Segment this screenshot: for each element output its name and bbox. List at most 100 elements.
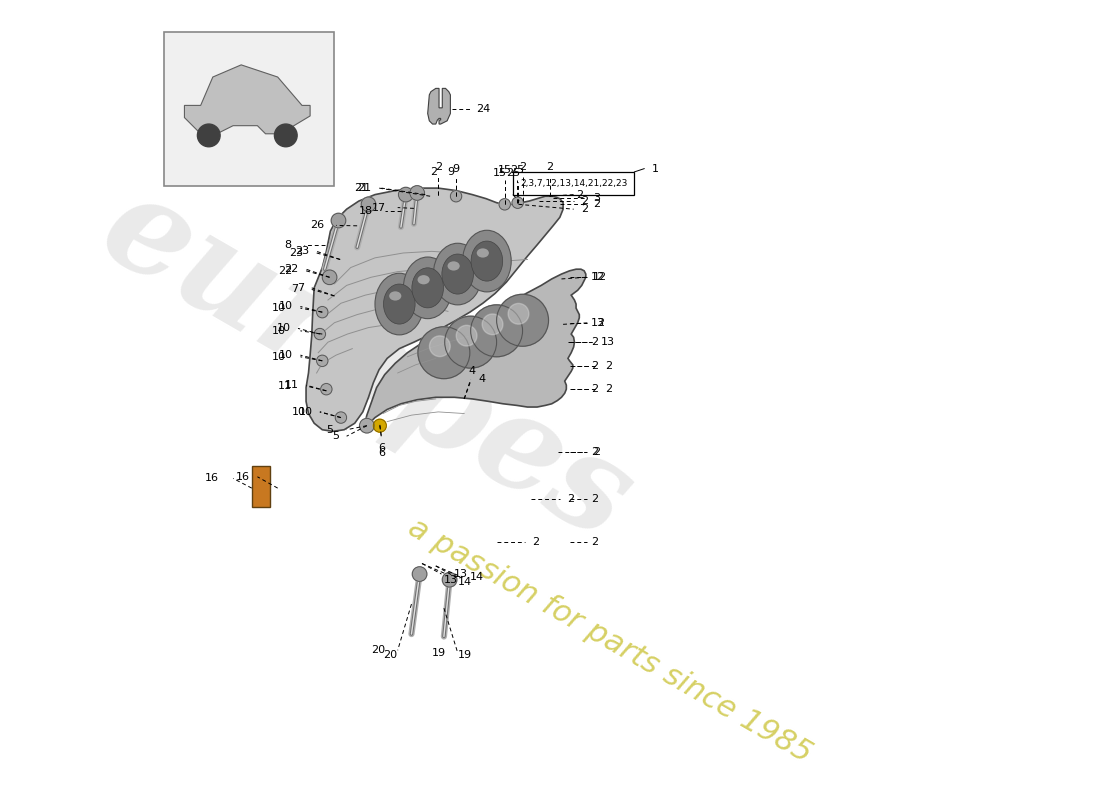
Text: 12: 12: [591, 272, 605, 282]
Text: 14: 14: [458, 577, 472, 587]
Circle shape: [398, 187, 414, 202]
Polygon shape: [365, 269, 586, 426]
Ellipse shape: [476, 248, 488, 258]
Text: 16: 16: [206, 474, 219, 483]
Text: 4: 4: [478, 374, 485, 385]
Text: 26: 26: [310, 221, 323, 230]
Text: 10: 10: [272, 352, 286, 362]
Circle shape: [450, 190, 462, 202]
Text: 1: 1: [652, 164, 659, 174]
Ellipse shape: [448, 262, 460, 270]
Bar: [513, 172, 635, 194]
Text: 21: 21: [354, 183, 368, 193]
Circle shape: [512, 197, 524, 208]
Text: 11: 11: [278, 381, 293, 391]
Circle shape: [361, 197, 376, 212]
Text: 2: 2: [597, 318, 604, 328]
Text: 14: 14: [470, 572, 484, 582]
Text: 20: 20: [372, 646, 385, 655]
Circle shape: [360, 418, 374, 433]
Text: 10: 10: [293, 407, 306, 417]
Bar: [252, 466, 270, 506]
Text: 21: 21: [358, 183, 372, 193]
Ellipse shape: [389, 291, 402, 301]
Text: 2: 2: [519, 162, 526, 172]
Text: 2: 2: [532, 537, 539, 546]
Ellipse shape: [463, 230, 512, 292]
Circle shape: [499, 198, 510, 210]
Circle shape: [482, 314, 503, 334]
Circle shape: [321, 383, 332, 395]
Text: 2: 2: [591, 362, 597, 371]
Polygon shape: [306, 188, 563, 431]
Polygon shape: [428, 88, 450, 124]
Text: 5: 5: [332, 431, 339, 442]
Text: 19: 19: [431, 648, 446, 658]
Text: 25: 25: [506, 168, 520, 178]
Polygon shape: [185, 65, 310, 134]
Circle shape: [317, 306, 328, 318]
Circle shape: [331, 214, 345, 228]
Text: 6: 6: [378, 447, 385, 458]
Text: 15: 15: [497, 166, 512, 175]
Text: 4: 4: [469, 366, 476, 376]
Text: 23: 23: [295, 246, 309, 256]
Text: 11: 11: [285, 380, 299, 390]
Text: 2: 2: [591, 384, 597, 394]
Ellipse shape: [411, 268, 443, 308]
Text: 3: 3: [593, 193, 601, 203]
Text: 2: 2: [591, 447, 597, 458]
Circle shape: [410, 186, 425, 200]
Circle shape: [496, 294, 549, 346]
Text: 13: 13: [444, 574, 458, 585]
Text: 2: 2: [605, 362, 613, 371]
Text: 15: 15: [493, 168, 507, 178]
Ellipse shape: [442, 254, 473, 294]
Text: 10: 10: [279, 302, 293, 311]
Text: 19: 19: [458, 650, 472, 660]
Text: 2: 2: [605, 384, 613, 394]
Text: 13: 13: [453, 569, 468, 579]
Circle shape: [412, 566, 427, 582]
Circle shape: [444, 316, 496, 368]
Text: 10: 10: [279, 350, 293, 360]
Text: 22: 22: [278, 266, 293, 276]
Ellipse shape: [375, 274, 424, 335]
Text: 2: 2: [568, 494, 574, 504]
Text: 7: 7: [290, 285, 298, 294]
Text: 10: 10: [272, 303, 286, 313]
Text: 13: 13: [602, 337, 615, 347]
Text: 2: 2: [434, 162, 442, 172]
Text: 5: 5: [326, 425, 333, 434]
Text: 10: 10: [277, 323, 290, 334]
Text: 24: 24: [476, 105, 491, 114]
Circle shape: [336, 412, 346, 423]
Text: 12: 12: [593, 272, 607, 282]
Text: 13: 13: [591, 318, 605, 328]
Text: 2: 2: [593, 199, 601, 210]
Text: 10: 10: [272, 326, 286, 336]
Circle shape: [322, 270, 337, 285]
Ellipse shape: [404, 257, 452, 318]
Bar: [164, 33, 334, 186]
Text: 16: 16: [236, 472, 250, 482]
Ellipse shape: [418, 275, 430, 284]
Text: 9: 9: [452, 164, 460, 174]
Circle shape: [317, 355, 328, 366]
Text: 18: 18: [359, 206, 373, 216]
Text: a passion for parts since 1985: a passion for parts since 1985: [404, 513, 817, 768]
Text: 23: 23: [289, 248, 304, 258]
Text: 10: 10: [298, 407, 312, 417]
Text: 17: 17: [372, 202, 385, 213]
Text: 2: 2: [593, 447, 601, 458]
Circle shape: [418, 326, 470, 378]
Text: 22: 22: [285, 264, 299, 274]
Circle shape: [274, 124, 297, 146]
Text: 2: 2: [591, 337, 597, 347]
Text: 9: 9: [448, 166, 454, 177]
Text: 2: 2: [591, 537, 597, 546]
Ellipse shape: [433, 243, 482, 305]
Text: 2: 2: [581, 196, 589, 206]
Ellipse shape: [384, 284, 415, 324]
Circle shape: [508, 303, 529, 324]
